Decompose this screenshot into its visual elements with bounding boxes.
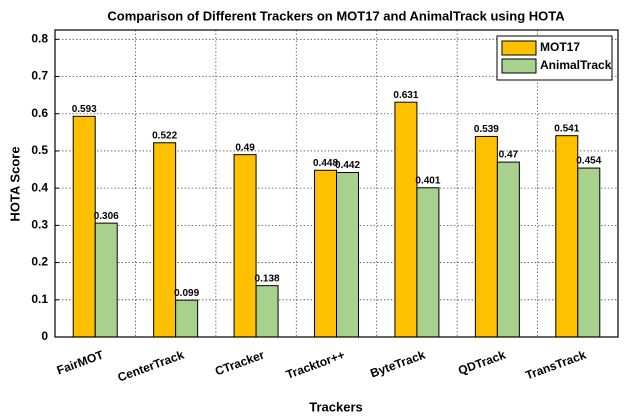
- value-label: 0.306: [94, 211, 119, 222]
- value-label: 0.454: [576, 156, 601, 167]
- y-tick-label: 0: [41, 329, 48, 343]
- bar: [255, 285, 279, 338]
- y-tick-label: 0.4: [31, 180, 48, 194]
- bar: [314, 169, 337, 338]
- bar: [394, 101, 418, 338]
- value-label: 0.448: [313, 158, 338, 169]
- value-label: 0.401: [415, 175, 440, 186]
- value-label: 0.442: [335, 160, 360, 171]
- legend-label: AnimalTrack: [540, 58, 612, 72]
- value-label: 0.539: [474, 124, 499, 135]
- value-label: 0.47: [499, 150, 519, 161]
- value-label: 0.138: [255, 273, 280, 284]
- y-tick-label: 0.3: [31, 218, 48, 232]
- y-tick-label: 0.7: [31, 69, 48, 83]
- x-tick-label: ByteTrack: [368, 348, 427, 381]
- bar: [577, 167, 601, 338]
- legend-swatch: [501, 40, 537, 56]
- y-tick-label: 0.1: [31, 292, 48, 306]
- bar: [233, 154, 257, 338]
- bar: [72, 115, 96, 338]
- bar: [416, 187, 440, 338]
- x-axis-label: Trackers: [309, 399, 363, 414]
- y-tick-label: 0.8: [31, 31, 48, 45]
- x-tick-label: CTracker: [213, 348, 266, 379]
- y-tick-label: 0.6: [31, 106, 48, 120]
- bar: [94, 222, 118, 338]
- bar: [474, 135, 498, 338]
- value-label: 0.099: [174, 288, 199, 299]
- y-tick-label: 0.2: [31, 255, 48, 269]
- value-label: 0.49: [235, 142, 255, 153]
- bar: [153, 142, 177, 338]
- plot-frame: [54, 29, 619, 338]
- bar: [175, 299, 199, 338]
- bar: [555, 135, 579, 338]
- y-axis-label: HOTA Score: [7, 146, 22, 221]
- x-tick-label: Tracktor++: [284, 348, 346, 382]
- y-tick-label: 0.5: [31, 143, 48, 157]
- value-label: 0.631: [393, 90, 418, 101]
- x-tick-label: CenterTrack: [116, 348, 186, 385]
- bar: [496, 161, 520, 338]
- value-label: 0.593: [72, 104, 97, 115]
- legend: MOT17 AnimalTrack: [496, 35, 613, 81]
- bar: [336, 172, 359, 338]
- value-label: 0.522: [152, 130, 177, 141]
- chart-title: Comparison of Different Trackers on MOT1…: [107, 8, 565, 23]
- x-tick-label: TransTrack: [524, 348, 589, 383]
- x-tick-label: QDTrack: [456, 348, 507, 378]
- x-tick-label: FairMOT: [55, 347, 106, 377]
- value-label: 0.541: [554, 123, 579, 134]
- legend-label: MOT17: [540, 40, 580, 54]
- legend-swatch: [501, 58, 537, 74]
